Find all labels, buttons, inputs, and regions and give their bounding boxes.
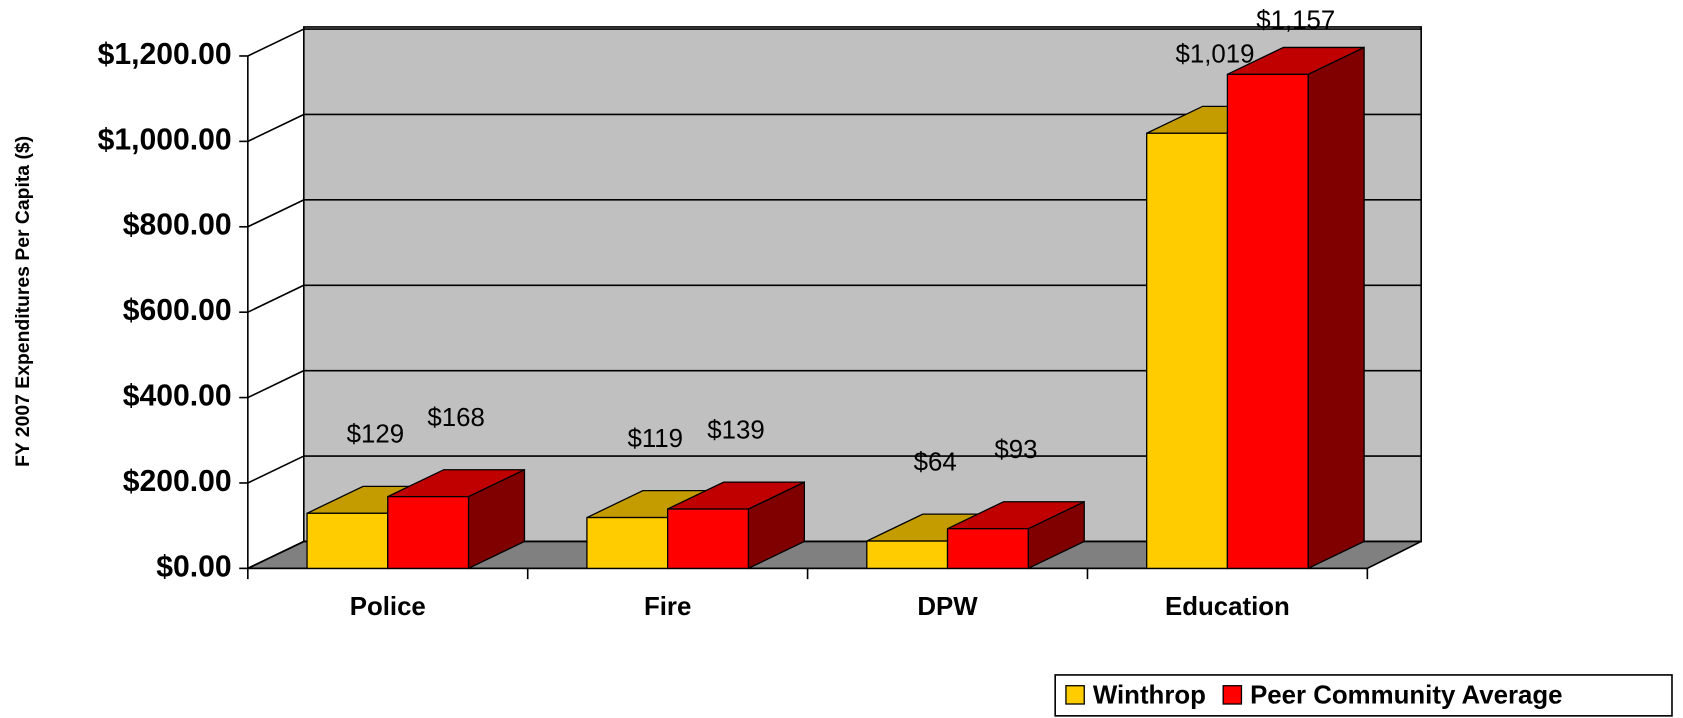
y-tick-label: $600.00	[123, 294, 232, 327]
bar	[1146, 132, 1229, 570]
y-axis-title: FY 2007 Expenditures Per Capita ($)	[12, 136, 34, 467]
y-tick-label: $800.00	[123, 209, 232, 242]
legend-label: Peer Community Average	[1250, 681, 1562, 709]
data-label: $1,157	[1256, 6, 1335, 34]
grid-line	[247, 369, 305, 399]
grid-line	[247, 284, 305, 313]
bar-side	[1307, 46, 1365, 570]
bar	[667, 508, 750, 570]
bar	[306, 512, 389, 570]
data-label: $168	[427, 404, 484, 432]
legend: Winthrop Peer Community Average	[1054, 674, 1673, 717]
grid-line	[247, 199, 305, 228]
x-tick-label: Education	[1165, 593, 1290, 621]
data-label: $119	[627, 425, 683, 453]
x-tick-label: Fire	[644, 593, 691, 621]
bar	[586, 516, 669, 570]
grid-line	[247, 455, 305, 484]
data-label: $93	[994, 436, 1037, 464]
y-tick-label: $1,200.00	[98, 38, 232, 71]
legend-swatch	[1222, 685, 1243, 705]
bar	[866, 540, 949, 570]
bar	[387, 495, 470, 570]
legend-box	[1054, 674, 1673, 717]
y-tick-label: $1,000.00	[98, 123, 232, 156]
legend-label: Winthrop	[1093, 681, 1206, 709]
x-tick-label: Police	[350, 593, 426, 621]
data-label: $1,019	[1176, 41, 1255, 69]
bar	[946, 528, 1029, 570]
data-label: $139	[707, 416, 764, 444]
x-tick-label: DPW	[917, 593, 978, 621]
y-tick-label: $200.00	[123, 465, 232, 498]
y-tick-label: $0.00	[156, 550, 231, 583]
data-label: $64	[914, 448, 957, 476]
data-label: $129	[347, 421, 404, 449]
bar	[1226, 73, 1309, 570]
grid-line	[247, 113, 305, 143]
grid-line	[247, 28, 305, 57]
legend-swatch	[1065, 685, 1085, 705]
y-tick-label: $400.00	[123, 380, 232, 413]
grid-line	[247, 540, 305, 570]
